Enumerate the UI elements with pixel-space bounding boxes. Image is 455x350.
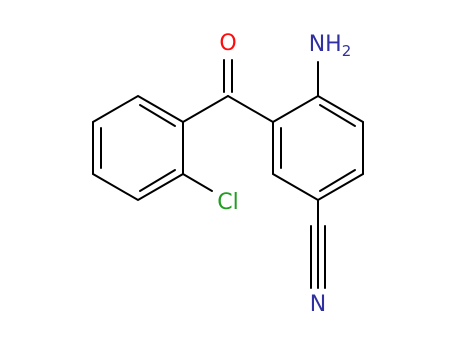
atom-label: Cl [217, 190, 238, 215]
atom-label: NH2 [309, 32, 352, 60]
atom-label: O [219, 31, 236, 56]
bond [227, 95, 274, 123]
aromatic-inner [319, 104, 356, 127]
ring-right [272, 94, 364, 202]
atom-label: NH [309, 32, 342, 57]
aromatic-inner [139, 104, 176, 127]
atom-label: N [310, 292, 326, 317]
subscript: 2 [342, 42, 352, 60]
aromatic-inner [139, 169, 176, 192]
aromatic-inner [319, 169, 356, 192]
ring-left [92, 94, 184, 202]
bond [182, 95, 229, 123]
bonds [92, 59, 364, 289]
bond [182, 173, 213, 192]
